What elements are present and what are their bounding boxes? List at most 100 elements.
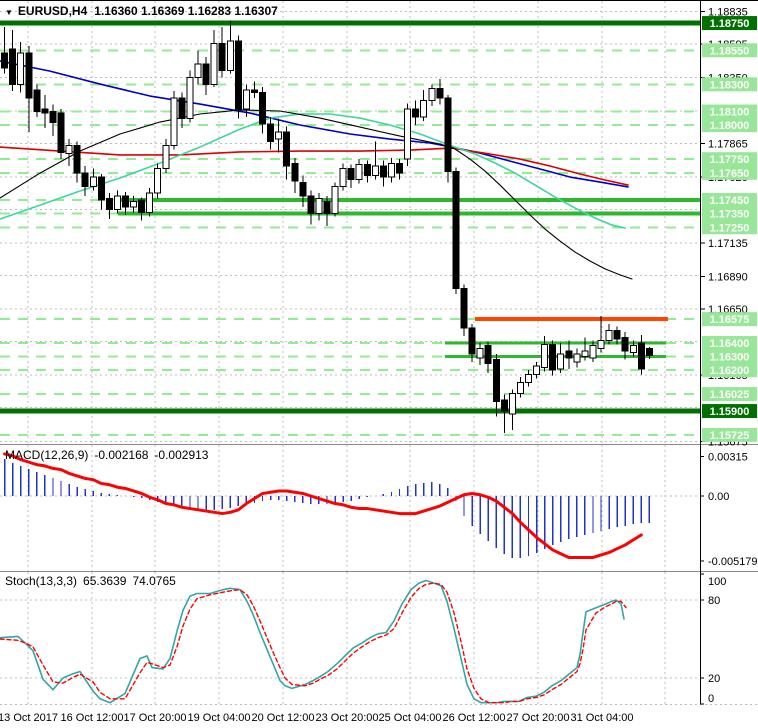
price-tick-label: 1.17865 bbox=[708, 139, 748, 151]
candle-body-down bbox=[202, 63, 210, 85]
price-badge-label: 1.18100 bbox=[710, 107, 750, 119]
price-badge-weak bbox=[702, 193, 757, 208]
candle-body-down bbox=[492, 358, 500, 403]
stoch-indicator-title: Stoch(13,3,3) 65.3639 74.0765 bbox=[5, 574, 176, 588]
candle-body-down bbox=[396, 162, 404, 174]
price-badge-label: 1.17250 bbox=[710, 222, 750, 234]
candle-body-up bbox=[420, 100, 428, 118]
price-tick-label: 1.17135 bbox=[708, 238, 748, 250]
price-tick-label: 1.18835 bbox=[708, 6, 748, 18]
candle-body-up bbox=[597, 339, 605, 349]
candle-body-down bbox=[444, 97, 452, 172]
price-badge-label: 1.15725 bbox=[710, 430, 750, 442]
price-badge-label: 1.15900 bbox=[710, 406, 750, 418]
candle-body-down bbox=[468, 327, 476, 355]
candle-body-down bbox=[97, 176, 105, 201]
candle-body-up bbox=[154, 168, 162, 194]
candle-body-down bbox=[9, 48, 17, 85]
candle-body-down bbox=[363, 164, 371, 177]
stoch-d-line bbox=[0, 582, 627, 704]
macd-value: -0.002168 bbox=[94, 448, 149, 462]
candle-body-down bbox=[81, 172, 89, 187]
candle-body-down bbox=[500, 399, 508, 412]
candle-body-down bbox=[73, 145, 81, 174]
price-badge-weak bbox=[702, 387, 757, 402]
candle-body-up bbox=[146, 192, 154, 213]
price-badge-strong bbox=[702, 16, 757, 31]
price-badge-label: 1.16025 bbox=[710, 389, 750, 401]
price-badge-label: 1.18300 bbox=[710, 79, 750, 91]
candle-body-down bbox=[613, 330, 621, 340]
macd-tick-label: -0.005179 bbox=[708, 556, 758, 568]
price-badge-label: 1.16200 bbox=[710, 365, 750, 377]
candle-body-up bbox=[339, 168, 347, 187]
candle-body-up bbox=[404, 108, 412, 160]
stoch-d-value: 74.0765 bbox=[132, 574, 176, 588]
candle-body-up bbox=[541, 343, 549, 368]
time-label: 31 Oct 04:00 bbox=[571, 712, 634, 724]
candle-body-up bbox=[508, 392, 516, 415]
ma-green-line bbox=[0, 113, 626, 229]
time-label: 26 Oct 12:00 bbox=[443, 712, 506, 724]
time-label: 16 Oct 12:00 bbox=[61, 712, 124, 724]
price-tick-label: 1.16890 bbox=[708, 271, 748, 283]
candle-body-up bbox=[476, 347, 484, 359]
candle-body-up bbox=[226, 40, 234, 72]
candle-body-up bbox=[355, 164, 363, 181]
candle-body-up bbox=[331, 185, 339, 215]
candle-body-up bbox=[315, 198, 323, 215]
candle-body-down bbox=[49, 111, 57, 123]
price-badge-weak bbox=[702, 165, 757, 180]
price-badge-weak bbox=[702, 312, 757, 327]
candle-body-up bbox=[387, 162, 395, 178]
price-badge-weak bbox=[702, 427, 757, 442]
candle-body-down bbox=[218, 42, 226, 72]
candle-body-down bbox=[484, 345, 492, 364]
candle-body-down bbox=[299, 181, 307, 197]
stoch-tick-label: 100 bbox=[708, 576, 726, 588]
chart-title: ▼ EURUSD,H4 1.16360 1.16369 1.16283 1.1630… bbox=[5, 4, 278, 18]
price-badge-weak bbox=[702, 77, 757, 92]
price-badge-weak bbox=[702, 363, 757, 378]
candle-body-up bbox=[89, 176, 97, 187]
price-badge-label: 1.17750 bbox=[710, 154, 750, 166]
candle-body-down bbox=[250, 89, 258, 93]
candle-body-up bbox=[194, 63, 202, 79]
candle-body-down bbox=[57, 112, 65, 153]
candle-body-down bbox=[323, 200, 331, 215]
candle-body-up bbox=[428, 87, 436, 102]
price-badge-weak bbox=[702, 152, 757, 167]
time-label: 23 Oct 20:00 bbox=[316, 712, 379, 724]
candle-body-up bbox=[113, 195, 121, 211]
price-badge-label: 1.17450 bbox=[710, 195, 750, 207]
candle-body-up bbox=[589, 345, 597, 359]
candle-body-down bbox=[645, 347, 653, 357]
price-badge-weak bbox=[702, 349, 757, 364]
symbol-dropdown-icon[interactable]: ▼ bbox=[5, 8, 13, 17]
time-label: 13 Oct 2017 bbox=[0, 712, 58, 724]
candle-body-up bbox=[581, 350, 589, 358]
candle-body-down bbox=[33, 89, 41, 113]
candle-body-up bbox=[65, 145, 73, 155]
macd-tick-label: 0.00315 bbox=[708, 451, 748, 463]
candle-body-up bbox=[210, 42, 218, 85]
time-label: 27 Oct 20:00 bbox=[507, 712, 570, 724]
candle-body-up bbox=[516, 381, 524, 394]
candle-body-up bbox=[573, 353, 581, 363]
ma-black-line bbox=[0, 109, 633, 280]
candle-body-down bbox=[105, 198, 113, 211]
candle-body-down bbox=[291, 162, 299, 182]
price-badge-weak bbox=[702, 104, 757, 119]
time-label: 17 Oct 20:00 bbox=[124, 712, 187, 724]
price-badge-weak bbox=[702, 220, 757, 235]
candle-body-down bbox=[379, 165, 387, 178]
candle-body-down bbox=[41, 108, 49, 114]
candle-body-down bbox=[412, 108, 420, 118]
candle-body-down bbox=[267, 123, 275, 142]
stoch-tick-label: 80 bbox=[708, 595, 720, 607]
price-badge-strong bbox=[702, 404, 757, 419]
time-label: 20 Oct 12:00 bbox=[252, 712, 315, 724]
price-badge-label: 1.16300 bbox=[710, 352, 750, 364]
